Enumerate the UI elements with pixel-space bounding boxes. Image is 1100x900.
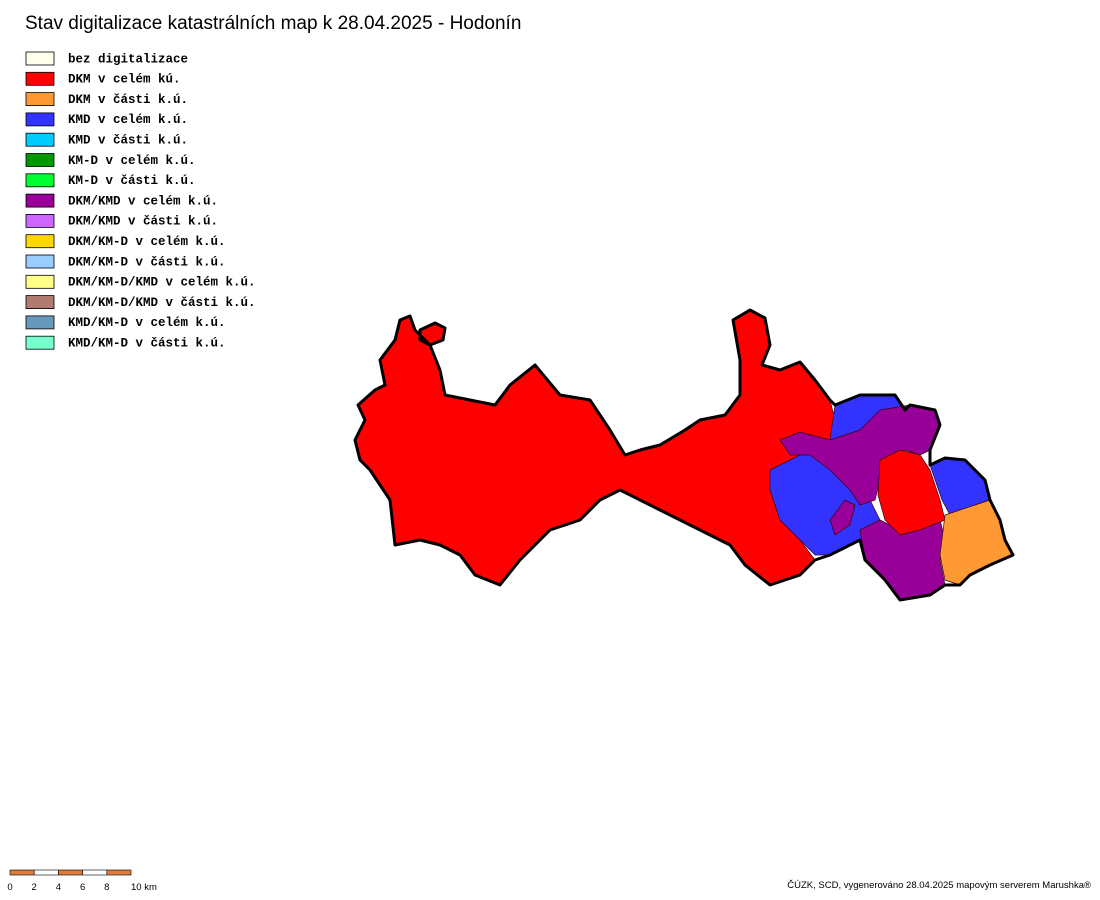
scale-label: 8 bbox=[104, 882, 109, 893]
scale-label: 2 bbox=[32, 882, 37, 893]
legend: bez digitalizace DKM v celém kú. DKM v čás… bbox=[25, 51, 256, 350]
scale-label: 0 bbox=[7, 882, 12, 893]
scale-bar: 0 2 4 6 8 10 km bbox=[7, 869, 157, 893]
legend-label: KM-D v celém k.ú. bbox=[68, 154, 196, 168]
legend-label: DKM/KMD v celém k.ú. bbox=[68, 194, 218, 208]
legend-label: bez digitalizace bbox=[68, 52, 188, 66]
legend-label: DKM/KM-D/KMD v celém k.ú. bbox=[68, 276, 256, 290]
map bbox=[353, 308, 1015, 602]
legend-label: KMD v části k.ú. bbox=[68, 133, 188, 147]
legend-swatch bbox=[25, 274, 55, 289]
scale-segment bbox=[82, 869, 108, 876]
legend-swatch bbox=[25, 92, 55, 106]
legend-label: DKM/KM-D v části k.ú. bbox=[68, 255, 226, 269]
scale-segment bbox=[106, 869, 132, 876]
legend-swatch bbox=[25, 234, 55, 249]
legend-swatch bbox=[25, 132, 55, 147]
legend-swatch bbox=[25, 71, 55, 86]
scale-label: 10 km bbox=[131, 882, 157, 893]
legend-swatch bbox=[25, 254, 55, 269]
district-outline bbox=[418, 321, 447, 347]
scale-segment bbox=[58, 869, 83, 876]
legend-label: KMD/KM-D v části k.ú. bbox=[68, 336, 226, 350]
legend-label: KM-D v části k.ú. bbox=[68, 174, 196, 188]
legend-swatch bbox=[25, 295, 55, 310]
map-title: Stav digitalizace katastrálních map k 28… bbox=[25, 13, 521, 34]
scale-segment bbox=[33, 869, 59, 876]
legend-swatch bbox=[25, 153, 55, 167]
credit: ČÚZK, SCD, vygenerováno 28.04.2025 mapov… bbox=[787, 880, 1091, 891]
scale-label: 4 bbox=[56, 882, 61, 893]
legend-swatch bbox=[25, 335, 55, 350]
legend-swatch bbox=[25, 112, 55, 127]
legend-label: DKM/KM-D/KMD v části k.ú. bbox=[68, 296, 256, 310]
legend-label: DKM/KM-D v celém k.ú. bbox=[68, 235, 226, 249]
legend-swatch bbox=[25, 213, 55, 228]
region bbox=[829, 499, 856, 536]
legend-label: KMD/KM-D v celém k.ú. bbox=[68, 316, 226, 330]
district-outline bbox=[353, 308, 1015, 602]
legend-label: DKM/KMD v části k.ú. bbox=[68, 215, 218, 229]
legend-swatch bbox=[25, 193, 55, 208]
scale-segment bbox=[9, 869, 35, 876]
legend-label: DKM v celém kú. bbox=[68, 73, 181, 87]
legend-label: DKM v části k.ú. bbox=[68, 93, 188, 107]
legend-label: KMD v celém k.ú. bbox=[68, 113, 188, 127]
legend-swatch bbox=[25, 315, 55, 330]
legend-swatch bbox=[25, 173, 55, 188]
scale-label: 6 bbox=[80, 882, 85, 893]
legend-swatch bbox=[25, 51, 55, 66]
